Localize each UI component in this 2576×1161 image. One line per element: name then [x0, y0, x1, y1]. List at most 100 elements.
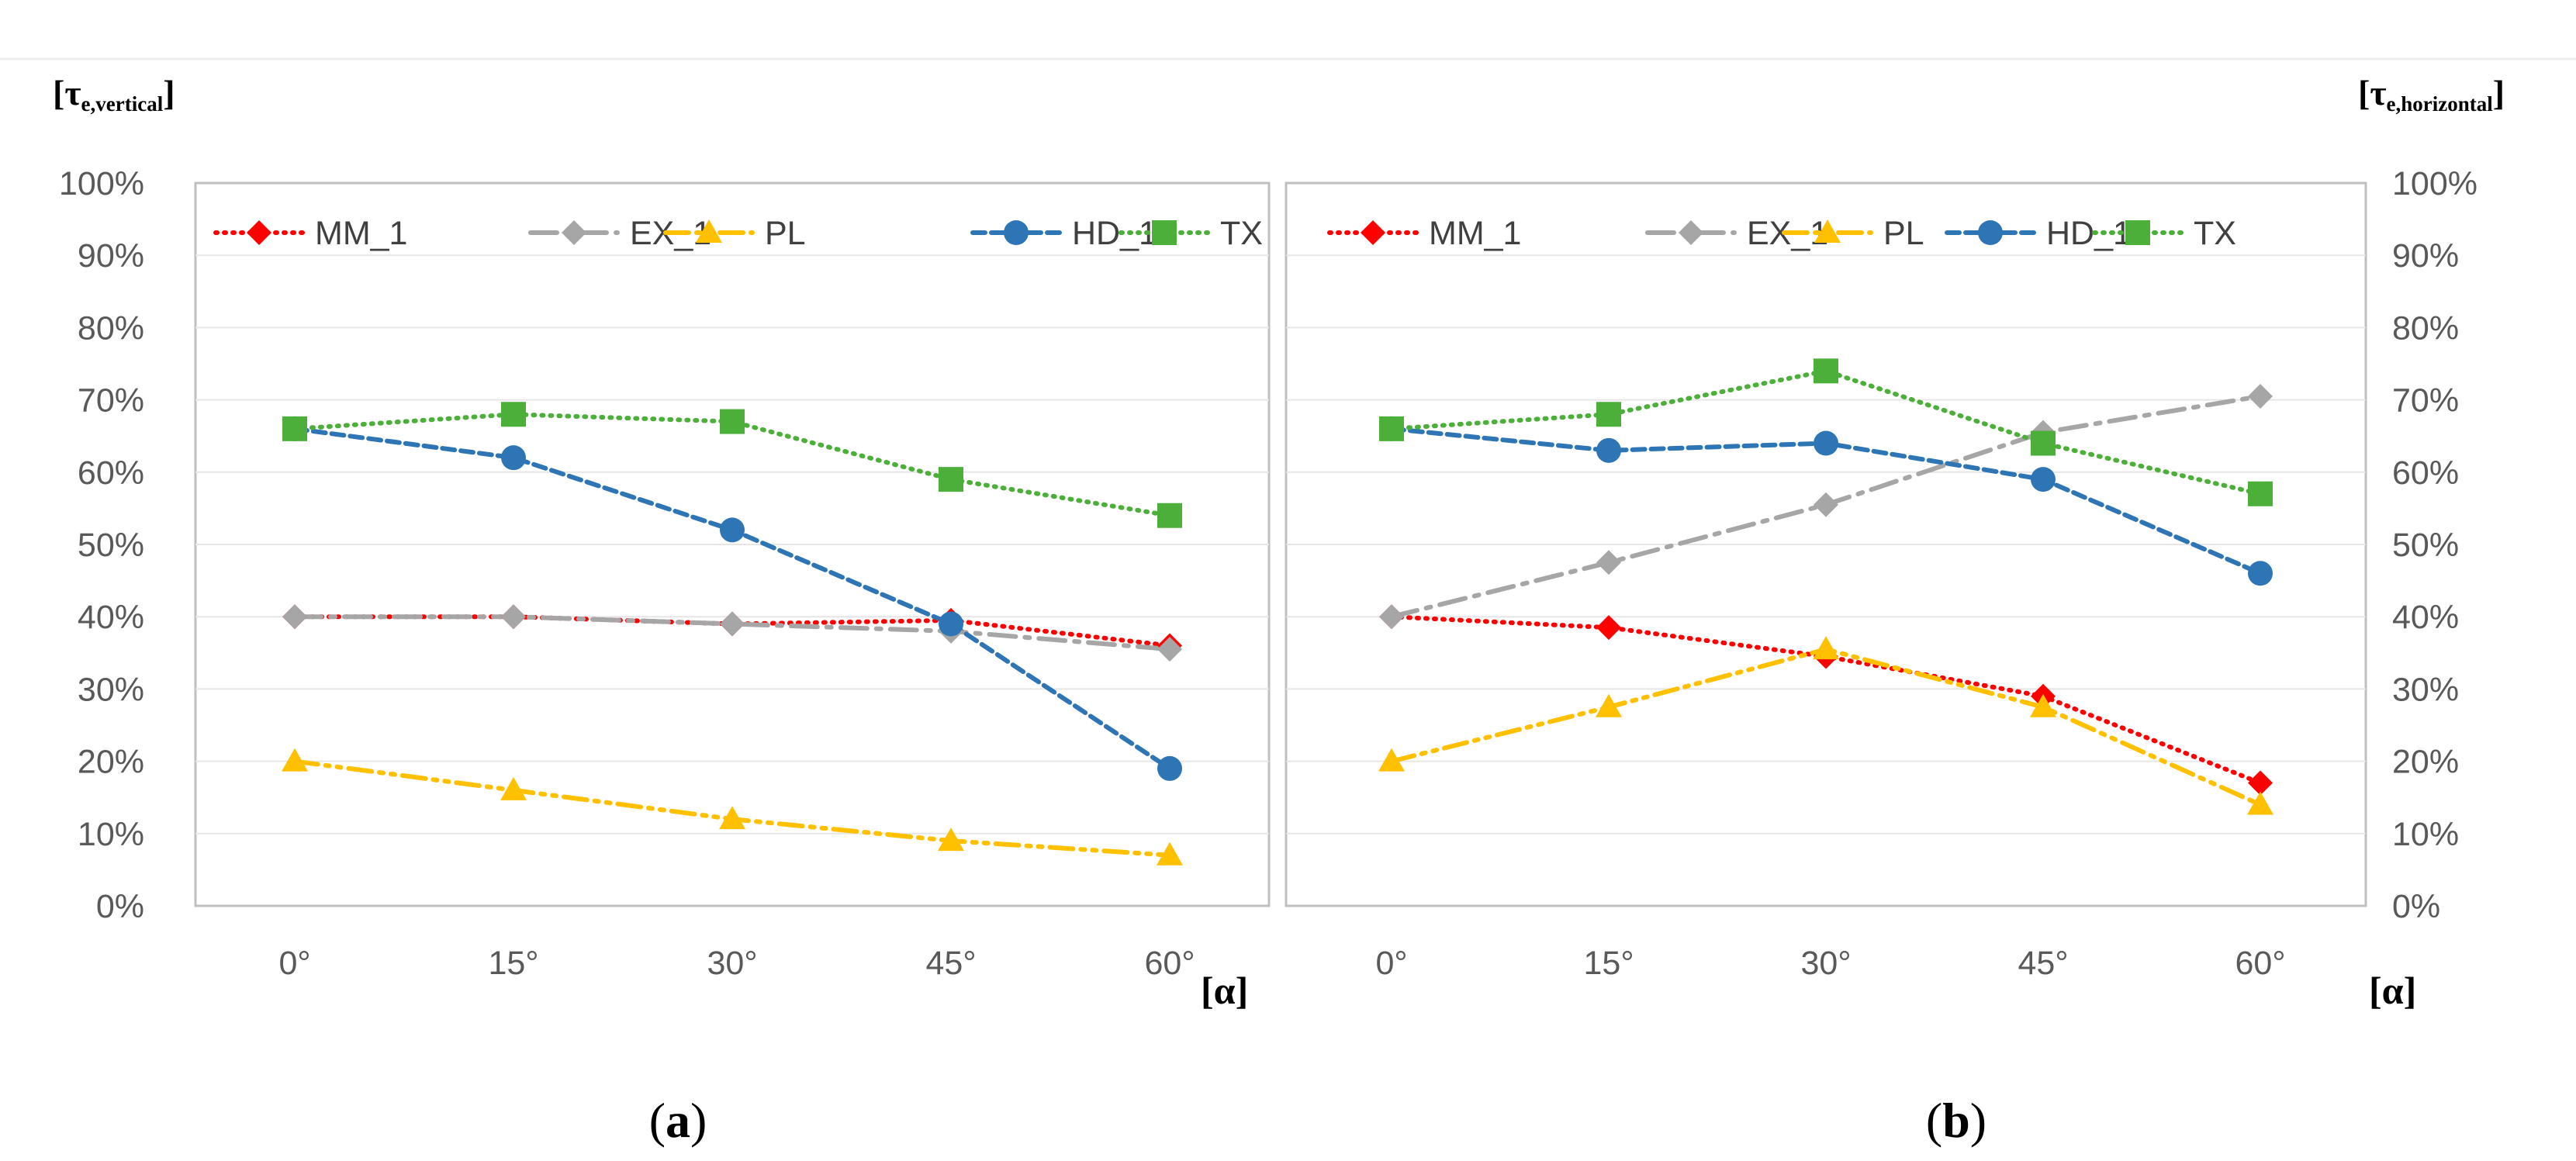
legend-marker-EX_1: [562, 220, 586, 245]
y-tick-label: 100%: [59, 165, 144, 202]
y-tick-label: 50%: [78, 527, 144, 564]
data-point-PL: [1813, 636, 1839, 660]
legend-label-PL: PL: [1883, 215, 1924, 252]
legend-marker-TX: [1152, 220, 1177, 245]
data-point-HD_1: [939, 611, 963, 637]
x-tick-label: 15°: [1583, 945, 1634, 982]
data-point-EX_1: [1157, 637, 1182, 662]
series-a: [282, 402, 1183, 866]
legend-marker-TX: [2125, 220, 2150, 245]
legend-label-TX: TX: [1220, 215, 1263, 252]
x-tick-label: 0°: [1375, 945, 1407, 982]
data-point-PL: [282, 748, 308, 772]
data-point-EX_1: [1379, 604, 1404, 630]
x-tick-label: 45°: [925, 945, 976, 982]
y-axis-title-a: [τe,vertical]: [53, 73, 175, 116]
panel-b: [τe,horizontal] 0% 10% 20% 30% 40% 50% 60% 70% 8…: [1285, 73, 2505, 1148]
y-tick-label: 90%: [2392, 237, 2459, 275]
legend-label-MM_1: MM_1: [1429, 215, 1521, 252]
legend-marker-PL: [1814, 219, 1841, 243]
x-tick-label: 15°: [488, 945, 538, 982]
data-point-HD_1: [720, 517, 745, 543]
y-ticks-a: 0% 10% 20% 30% 40% 50% 60% 70% 80% 90% 100%: [59, 165, 144, 925]
x-ticks-a: 0° 15° 30° 45° 60°: [278, 945, 1195, 982]
gridlines-b: [1286, 254, 2366, 834]
legend-marker-HD_1: [1004, 220, 1029, 245]
y-tick-label: 70%: [2392, 382, 2459, 420]
y-axis-title-b: [τe,horizontal]: [2358, 73, 2505, 116]
y-tick-label: 30%: [78, 671, 144, 708]
y-tick-label: 10%: [2392, 816, 2459, 853]
data-point-MM_1: [1596, 615, 1621, 641]
data-point-TX: [720, 409, 745, 434]
data-point-PL: [1378, 748, 1405, 772]
data-point-PL: [1157, 841, 1183, 866]
y-tick-label: 40%: [78, 599, 144, 636]
y-tick-label: 0%: [2392, 888, 2440, 925]
x-tick-label: 45°: [2018, 945, 2068, 982]
y-tick-label: 20%: [2392, 744, 2459, 781]
data-point-TX: [1596, 402, 1621, 427]
y-tick-label: 60%: [78, 454, 144, 492]
x-ticks-b: 0° 15° 30° 45° 60°: [1375, 945, 2285, 982]
legend-marker-EX_1: [1679, 220, 1703, 245]
data-point-TX: [939, 467, 963, 492]
data-point-EX_1: [501, 604, 526, 630]
gridlines-a: [195, 254, 1269, 834]
x-axis-title-b: [α]: [2369, 969, 2416, 1012]
data-point-MM_1: [2248, 770, 2273, 796]
data-point-EX_1: [720, 611, 745, 637]
legend-label-TX: TX: [2194, 215, 2236, 252]
legend-label-HD_1: HD_1: [2046, 215, 2132, 252]
data-point-EX_1: [1814, 492, 1838, 517]
x-tick-label: 60°: [2235, 945, 2285, 982]
series-line-TX: [1389, 368, 2263, 496]
legend-label-PL: PL: [765, 215, 806, 252]
y-tick-label: 50%: [2392, 527, 2459, 564]
data-point-TX: [2031, 430, 2056, 456]
data-point-PL: [938, 828, 964, 852]
y-tick-label: 20%: [78, 744, 144, 781]
x-tick-label: 60°: [1144, 945, 1195, 982]
data-point-EX_1: [1596, 550, 1621, 575]
legend-b: MM_1 EX_1 PL HD_1 TX: [1327, 215, 2236, 252]
y-tick-label: 90%: [78, 237, 144, 275]
data-point-PL: [2030, 693, 2056, 717]
data-point-TX: [282, 416, 307, 441]
y-tick-label: 30%: [2392, 671, 2459, 708]
series-line-HD_1: [292, 426, 1172, 771]
data-point-HD_1: [2031, 467, 2056, 492]
x-tick-label: 0°: [278, 945, 310, 982]
data-point-HD_1: [1596, 437, 1621, 463]
legend-label-MM_1: MM_1: [315, 215, 407, 252]
data-point-TX: [1379, 416, 1404, 441]
legend-marker-PL: [696, 219, 722, 243]
y-tick-label: 80%: [78, 309, 144, 347]
y-tick-label: 40%: [2392, 599, 2459, 636]
data-point-HD_1: [2248, 561, 2273, 586]
legend-a: MM_1 EX_1 PL HD_1 TX: [213, 215, 1263, 252]
y-tick-label: 80%: [2392, 309, 2459, 347]
y-ticks-b: 0% 10% 20% 30% 40% 50% 60% 70% 80% 90% 100%: [2392, 165, 2477, 925]
data-point-HD_1: [1814, 430, 1838, 456]
y-tick-label: 10%: [78, 816, 144, 853]
data-point-EX_1: [282, 604, 307, 630]
legend-label-HD_1: HD_1: [1072, 215, 1157, 252]
data-point-HD_1: [501, 445, 526, 471]
legend-marker-HD_1: [1978, 220, 2003, 245]
x-tick-label: 30°: [1800, 945, 1851, 982]
data-point-PL: [1596, 693, 1622, 717]
panel-a: [τe,vertical] 0% 10% 20% 30% 40% 50% 60% 70% 80%…: [53, 73, 1271, 1148]
data-point-PL: [500, 776, 527, 800]
data-point-TX: [501, 402, 526, 427]
y-tick-label: 100%: [2392, 165, 2477, 202]
series-line-PL: [1389, 647, 2263, 807]
series-b: [1378, 358, 2273, 815]
data-point-EX_1: [2248, 383, 2273, 409]
data-point-PL: [2247, 791, 2273, 815]
y-tick-label: 60%: [2392, 454, 2459, 492]
x-axis-title-a: [α]: [1201, 969, 1248, 1012]
x-tick-label: 30°: [707, 945, 757, 982]
y-tick-label: 70%: [78, 382, 144, 420]
